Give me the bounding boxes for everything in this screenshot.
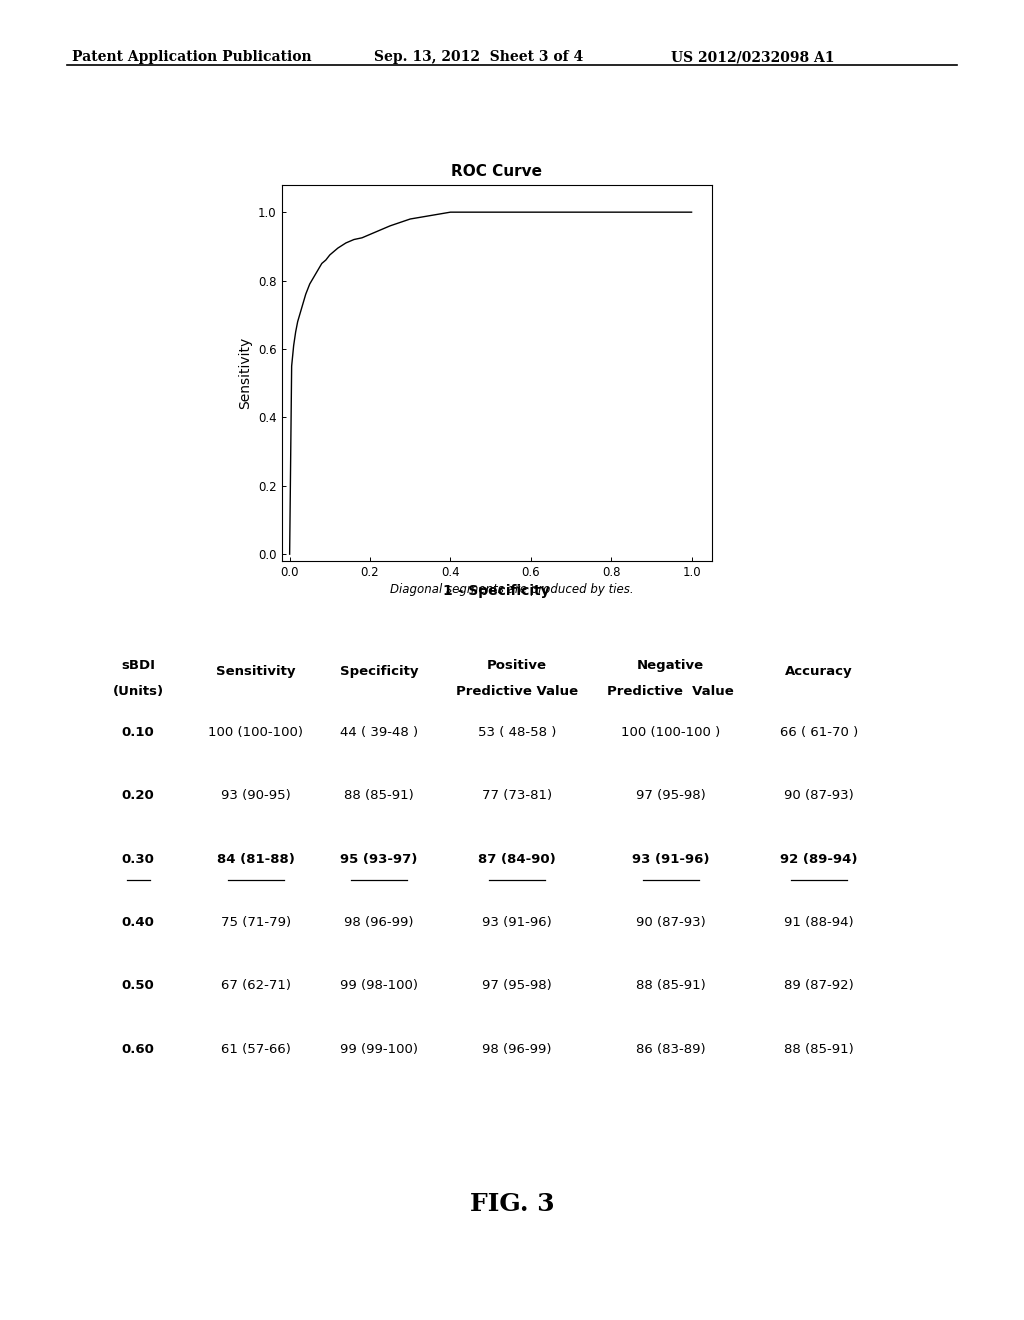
Text: 0.40: 0.40 bbox=[122, 916, 155, 929]
Text: 99 (98-100): 99 (98-100) bbox=[340, 979, 418, 993]
Text: 87 (84-90): 87 (84-90) bbox=[478, 853, 556, 866]
Text: US 2012/0232098 A1: US 2012/0232098 A1 bbox=[671, 50, 835, 65]
Text: 66 ( 61-70 ): 66 ( 61-70 ) bbox=[780, 726, 858, 739]
Text: Predictive Value: Predictive Value bbox=[456, 685, 579, 698]
Text: 97 (95-98): 97 (95-98) bbox=[636, 789, 706, 803]
Text: Predictive  Value: Predictive Value bbox=[607, 685, 734, 698]
Text: 95 (93-97): 95 (93-97) bbox=[340, 853, 418, 866]
Text: 0.50: 0.50 bbox=[122, 979, 155, 993]
Text: 44 ( 39-48 ): 44 ( 39-48 ) bbox=[340, 726, 418, 739]
Text: 61 (57-66): 61 (57-66) bbox=[221, 1043, 291, 1056]
Text: 91 (88-94): 91 (88-94) bbox=[784, 916, 854, 929]
Text: Positive: Positive bbox=[487, 659, 547, 672]
Title: ROC Curve: ROC Curve bbox=[452, 165, 542, 180]
Text: 88 (85-91): 88 (85-91) bbox=[344, 789, 414, 803]
Text: 99 (99-100): 99 (99-100) bbox=[340, 1043, 418, 1056]
Text: 77 (73-81): 77 (73-81) bbox=[482, 789, 552, 803]
Text: (Units): (Units) bbox=[113, 685, 164, 698]
Text: 75 (71-79): 75 (71-79) bbox=[221, 916, 291, 929]
Text: 93 (91-96): 93 (91-96) bbox=[632, 853, 710, 866]
Text: 0.30: 0.30 bbox=[122, 853, 155, 866]
Text: Negative: Negative bbox=[637, 659, 705, 672]
Text: Specificity: Specificity bbox=[340, 665, 418, 678]
Text: Accuracy: Accuracy bbox=[785, 665, 853, 678]
Text: Sep. 13, 2012  Sheet 3 of 4: Sep. 13, 2012 Sheet 3 of 4 bbox=[374, 50, 583, 65]
Text: 88 (85-91): 88 (85-91) bbox=[636, 979, 706, 993]
X-axis label: 1 - Specificity: 1 - Specificity bbox=[443, 585, 550, 598]
Text: 98 (96-99): 98 (96-99) bbox=[482, 1043, 552, 1056]
Text: 97 (95-98): 97 (95-98) bbox=[482, 979, 552, 993]
Text: 90 (87-93): 90 (87-93) bbox=[636, 916, 706, 929]
Text: 92 (89-94): 92 (89-94) bbox=[780, 853, 858, 866]
Text: Diagonal segments are produced by ties.: Diagonal segments are produced by ties. bbox=[390, 583, 634, 597]
Text: 86 (83-89): 86 (83-89) bbox=[636, 1043, 706, 1056]
Text: 0.10: 0.10 bbox=[122, 726, 155, 739]
Text: 53 ( 48-58 ): 53 ( 48-58 ) bbox=[478, 726, 556, 739]
Text: 88 (85-91): 88 (85-91) bbox=[784, 1043, 854, 1056]
Text: 67 (62-71): 67 (62-71) bbox=[221, 979, 291, 993]
Text: 89 (87-92): 89 (87-92) bbox=[784, 979, 854, 993]
Text: 0.20: 0.20 bbox=[122, 789, 155, 803]
Text: 90 (87-93): 90 (87-93) bbox=[784, 789, 854, 803]
Text: 93 (91-96): 93 (91-96) bbox=[482, 916, 552, 929]
Text: 100 (100-100): 100 (100-100) bbox=[209, 726, 303, 739]
Text: 93 (90-95): 93 (90-95) bbox=[221, 789, 291, 803]
Text: 0.60: 0.60 bbox=[122, 1043, 155, 1056]
Text: sBDI: sBDI bbox=[121, 659, 156, 672]
Text: FIG. 3: FIG. 3 bbox=[470, 1192, 554, 1216]
Text: 98 (96-99): 98 (96-99) bbox=[344, 916, 414, 929]
Text: 100 (100-100 ): 100 (100-100 ) bbox=[622, 726, 720, 739]
Text: 84 (81-88): 84 (81-88) bbox=[217, 853, 295, 866]
Text: Patent Application Publication: Patent Application Publication bbox=[72, 50, 311, 65]
Text: Sensitivity: Sensitivity bbox=[216, 665, 296, 678]
Y-axis label: Sensitivity: Sensitivity bbox=[239, 337, 253, 409]
